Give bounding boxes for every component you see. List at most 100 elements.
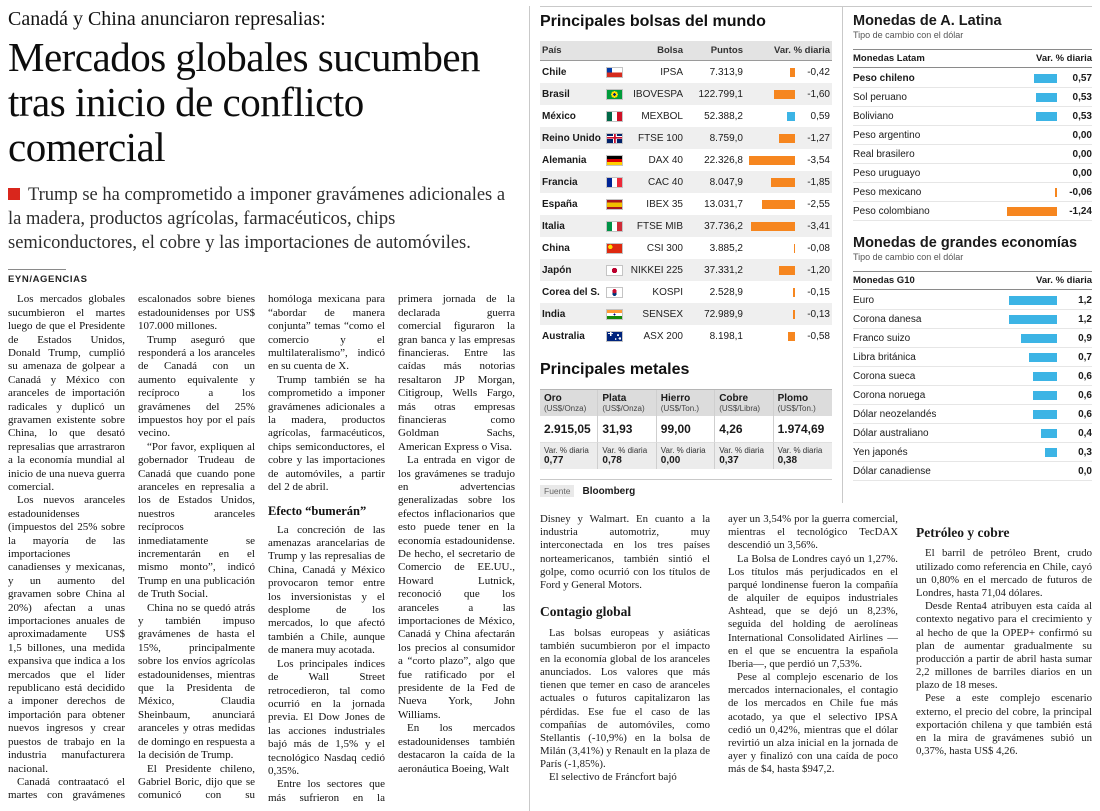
metal-header-cell: Plata (US$/Onza) (598, 390, 657, 416)
metal-price: 1.974,69 (773, 416, 832, 443)
currency-name: Dólar canadiense (853, 465, 931, 477)
var-value: -1,20 (807, 264, 830, 276)
article-paragraph: El selectivo de Fráncfort bajó (549, 771, 677, 784)
points-value: 8.198,1 (709, 330, 743, 342)
var-bar (779, 265, 795, 275)
var-bar (750, 221, 795, 231)
points-value: 7.313,9 (709, 66, 743, 78)
exchange-name: IPSA (660, 66, 683, 78)
markets-panel: Principales bolsas del mundo País Bolsa … (540, 6, 842, 503)
metal-var-cell: Var. % diaria 0,78 (598, 443, 657, 469)
exchange-name: FTSE MIB (636, 220, 683, 232)
article-paragraph: En los mercados estadounidenses también … (398, 722, 515, 775)
top-panels: Principales bolsas del mundo País Bolsa … (540, 6, 1092, 503)
currency-row: Peso uruguayo 0,00 (853, 164, 1092, 183)
var-bar-track (743, 177, 798, 187)
country-name: Corea del S. (542, 286, 600, 298)
points-value: 8.759,0 (709, 132, 743, 144)
var-bar-track (743, 265, 798, 275)
currency-var-value: -1,24 (1069, 205, 1092, 217)
var-value: -1,60 (807, 88, 830, 100)
currency-name: Peso argentino (853, 129, 921, 141)
var-value: -3,54 (807, 154, 830, 166)
flag-mexico-icon (606, 110, 623, 122)
col-pais: País (542, 45, 562, 56)
currency-row: Peso mexicano -0,06 (853, 183, 1092, 202)
metal-name: Hierro (660, 393, 691, 404)
article-paragraph: Las bolsas europeas y asiáticas también … (540, 626, 710, 771)
article-paragraph: Trump también se ha comprometido a impon… (268, 373, 385, 493)
var-bar (1009, 295, 1057, 305)
article-paragraph: Pese a este complejo escenario externo, … (916, 692, 1092, 758)
currency-name: Dólar australiano (853, 427, 929, 439)
fx-g10-subtitle: Tipo de cambio con el dólar (853, 252, 964, 262)
exchange-name: DAX 40 (648, 154, 683, 166)
market-row: Japón NIKKEI 225 37.331,2 -1,20 (540, 259, 832, 281)
var-value: -0,15 (807, 286, 830, 298)
country-name: India (542, 308, 566, 320)
var-bar-track (1033, 371, 1060, 381)
market-row: Italia FTSE MIB 37.736,2 -3,41 (540, 215, 832, 237)
article-deck-text: Trump se ha comprometido a imponer gravá… (8, 185, 506, 253)
var-bar (1033, 390, 1057, 400)
currency-row: Dólar neozelandés 0,6 (853, 405, 1092, 424)
exchange-name: FTSE 100 (637, 132, 683, 144)
country-name: Japón (542, 264, 572, 276)
article-paragraph: China no se quedó atrás y también impuso… (138, 601, 255, 762)
currency-name: Peso uruguayo (853, 167, 921, 179)
article-paragraph: Entre los sectores que más sufrieron en … (268, 293, 515, 804)
flag-alemania-icon (606, 154, 623, 166)
var-bar (794, 243, 795, 253)
market-row: Australia ASX 200 8.198,1 -0,58 (540, 325, 832, 347)
data-panels: Principales bolsas del mundo País Bolsa … (529, 6, 1092, 811)
fx-latam-subtitle: Tipo de cambio con el dólar (853, 30, 964, 40)
currency-row: Peso argentino 0,00 (853, 126, 1092, 145)
article-paragraph: “Por favor, expliquen al gobernador Trud… (138, 440, 255, 601)
var-bar-track (1045, 447, 1060, 457)
fx-g10: Monedas de grandes economías Tipo de cam… (853, 235, 1092, 481)
country-name: Chile (542, 66, 567, 78)
var-value: -1,85 (807, 176, 830, 188)
article-paragraph: El Presidente chileno, Gabriel Boric, di… (138, 293, 385, 802)
currency-var-value: 0,6 (1078, 370, 1092, 382)
article-paragraph: Los principales índices de Wall Street r… (268, 657, 385, 777)
var-bar-track (743, 199, 798, 209)
currency-row: Corona danesa 1,2 (853, 310, 1092, 329)
currency-row: Peso colombiano -1,24 (853, 202, 1092, 221)
var-bar-track (1033, 409, 1060, 419)
var-bar-track (743, 133, 798, 143)
metal-name: Plata (602, 393, 627, 404)
var-bar-track (743, 287, 798, 297)
var-value: -1,27 (807, 132, 830, 144)
market-row: India SENSEX 72.989,9 -0,13 (540, 303, 832, 325)
country-name: China (542, 242, 570, 254)
var-bar (1035, 92, 1057, 102)
currency-var-value: 0,53 (1072, 91, 1092, 103)
var-bar-track (743, 221, 798, 231)
article-paragraph: ayer un 3,54% por la guerra comercial, m… (728, 513, 898, 552)
points-value: 52.388,2 (704, 110, 743, 122)
fx-latam: Monedas de A. Latina Tipo de cambio con … (853, 13, 1092, 221)
fx-latam-title: Monedas de A. Latina (853, 13, 1002, 29)
red-square-bullet (8, 188, 20, 201)
currency-row: Yen japonés 0,3 (853, 443, 1092, 462)
var-bar-track (1009, 314, 1060, 324)
exchange-name: KOSPI (652, 286, 683, 298)
article-paragraph: La concreción de las amenazas arancelari… (268, 523, 385, 657)
metal-unit: (US$/Libra) (719, 404, 761, 413)
fx-latam-rows: Peso chileno 0,57 Sol peruano 0,53 Boliviano… (853, 69, 1092, 221)
article-paragraph: Los nuevos aranceles estadounidenses (im… (8, 494, 125, 775)
currency-name: Real brasilero (853, 148, 915, 160)
fx-latam-col-var: Var. % diaria (1036, 53, 1092, 64)
currency-row: Peso chileno 0,57 (853, 69, 1092, 88)
points-value: 37.736,2 (704, 220, 743, 232)
var-bar (770, 177, 795, 187)
metal-name: Plomo (777, 393, 809, 404)
currency-var-value: 1,2 (1078, 294, 1092, 306)
var-bar-track (1029, 352, 1060, 362)
currency-var-value: 0,00 (1072, 167, 1092, 179)
metal-name: Cobre (719, 393, 749, 404)
var-bar (1033, 409, 1057, 419)
var-bar-track (743, 155, 798, 165)
var-bar-track (743, 67, 798, 77)
